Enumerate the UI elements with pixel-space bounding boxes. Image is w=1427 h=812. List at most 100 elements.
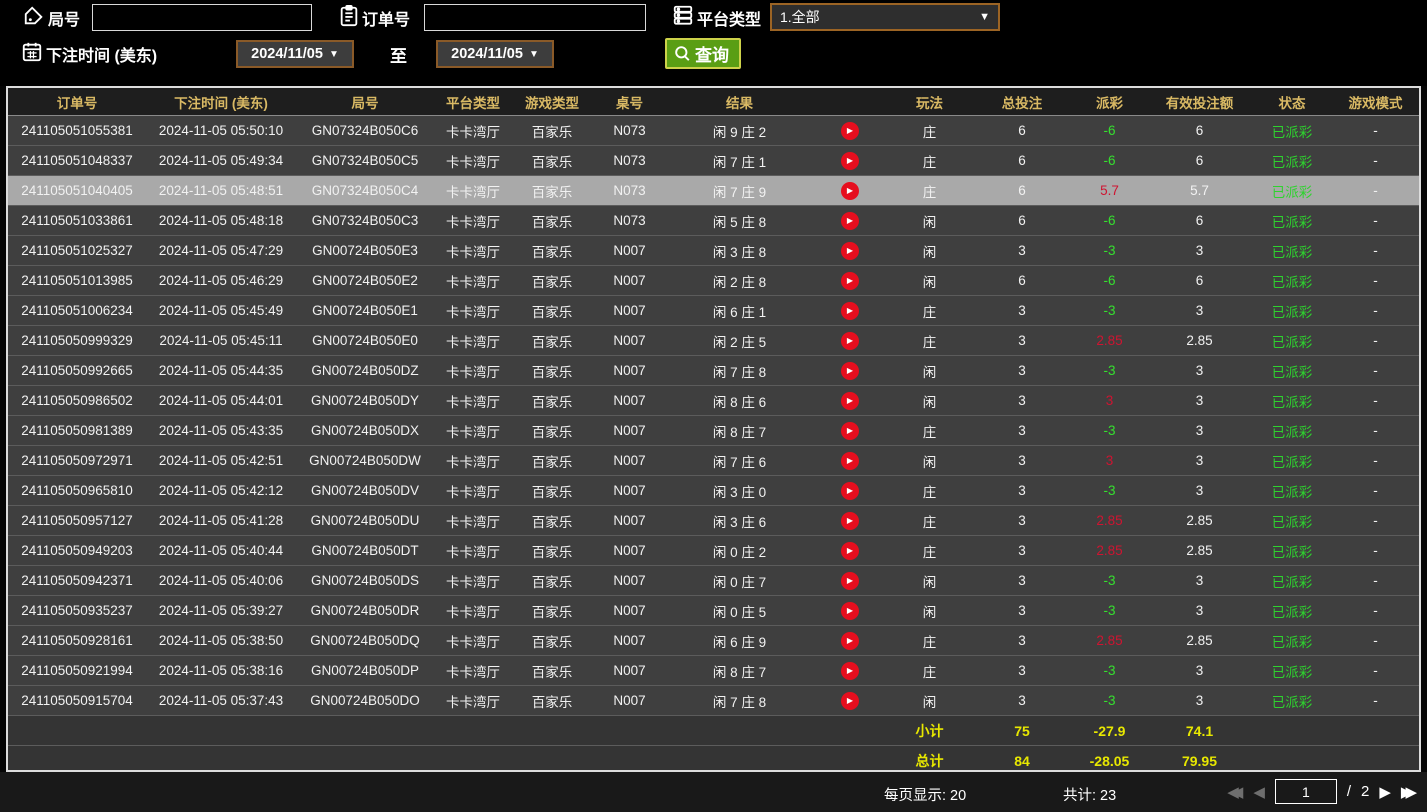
first-page-button[interactable]: ◀◀ bbox=[1227, 783, 1243, 801]
table-row[interactable]: 241105050986502 2024-11-05 05:44:01 GN0072… bbox=[8, 386, 1419, 416]
bet-on-cell: 庄 bbox=[922, 484, 937, 500]
table-row[interactable]: 241105050949203 2024-11-05 05:40:44 GN0072… bbox=[8, 536, 1419, 566]
mode-cell: - bbox=[1373, 543, 1378, 558]
page-number-input[interactable] bbox=[1274, 779, 1337, 804]
time-cell: 2024-11-05 05:40:44 bbox=[158, 543, 284, 558]
replay-video-icon[interactable]: ▶ bbox=[840, 631, 859, 650]
result-cell: 闲 7 庄 8 bbox=[712, 364, 767, 380]
mode-cell: - bbox=[1373, 603, 1378, 618]
round-cell: GN00724B050DQ bbox=[310, 633, 420, 648]
search-button[interactable]: 查询 bbox=[665, 38, 741, 69]
order-cell: 241105050928161 bbox=[21, 633, 133, 648]
status-cell: 已派彩 bbox=[1271, 124, 1313, 140]
table-cell: N007 bbox=[613, 303, 646, 318]
table-row[interactable]: 241105051006234 2024-11-05 05:45:49 GN0072… bbox=[8, 296, 1419, 326]
next-page-button[interactable]: ▶ bbox=[1379, 783, 1391, 801]
payout-cell: -6 bbox=[1103, 273, 1116, 288]
bet-on-cell: 庄 bbox=[922, 544, 937, 560]
replay-video-icon[interactable]: ▶ bbox=[840, 571, 859, 590]
time-cell: 2024-11-05 05:45:11 bbox=[159, 333, 283, 348]
table-row[interactable]: 241105051055381 2024-11-05 05:50:10 GN0732… bbox=[8, 116, 1419, 146]
replay-video-icon[interactable]: ▶ bbox=[840, 241, 859, 260]
replay-video-icon[interactable]: ▶ bbox=[840, 271, 859, 290]
subtotal-label: 小计 bbox=[915, 722, 944, 739]
result-cell: 闲 7 庄 8 bbox=[712, 694, 767, 710]
replay-video-icon[interactable]: ▶ bbox=[840, 511, 859, 530]
status-cell: 已派彩 bbox=[1271, 484, 1313, 500]
table-row[interactable]: 241105051025327 2024-11-05 05:47:29 GN0072… bbox=[8, 236, 1419, 266]
round-cell: GN00724B050DR bbox=[310, 603, 420, 618]
valid-bet-cell: 2.85 bbox=[1186, 513, 1213, 528]
time-cell: 2024-11-05 05:42:12 bbox=[158, 483, 284, 498]
table-row[interactable]: 241105050992665 2024-11-05 05:44:35 GN0072… bbox=[8, 356, 1419, 386]
play-cell: ▶ bbox=[812, 661, 887, 680]
date-from-picker[interactable]: 2024/11/05 ▼ bbox=[236, 40, 354, 68]
result-cell: 闲 0 庄 7 bbox=[712, 574, 767, 590]
replay-video-icon[interactable]: ▶ bbox=[840, 451, 859, 470]
order-cell: 241105050942371 bbox=[21, 573, 133, 588]
table-row[interactable]: 241105051013985 2024-11-05 05:46:29 GN0072… bbox=[8, 266, 1419, 296]
replay-video-icon[interactable]: ▶ bbox=[840, 331, 859, 350]
bet-on-cell: 闲 bbox=[922, 364, 937, 380]
replay-video-icon[interactable]: ▶ bbox=[840, 361, 859, 380]
table-row[interactable]: 241105050965810 2024-11-05 05:42:12 GN0072… bbox=[8, 476, 1419, 506]
table-cell: N073 bbox=[613, 213, 646, 228]
replay-video-icon[interactable]: ▶ bbox=[840, 391, 859, 410]
bet-time-label: 下注时间 (美东) bbox=[46, 48, 158, 65]
replay-video-icon[interactable]: ▶ bbox=[840, 301, 859, 320]
replay-video-icon[interactable]: ▶ bbox=[840, 601, 859, 620]
column-header-5: 桌号 bbox=[616, 95, 643, 111]
payout-cell: 3 bbox=[1105, 393, 1114, 408]
mode-cell: - bbox=[1373, 273, 1378, 288]
replay-video-icon[interactable]: ▶ bbox=[840, 661, 859, 680]
table-row[interactable]: 241105050981389 2024-11-05 05:43:35 GN0072… bbox=[8, 416, 1419, 446]
game-cell: 百家乐 bbox=[531, 184, 573, 200]
replay-video-icon[interactable]: ▶ bbox=[840, 481, 859, 500]
mode-cell: - bbox=[1373, 513, 1378, 528]
platform-type-select[interactable]: 1.全部 ▼ bbox=[770, 3, 1000, 31]
game-cell: 百家乐 bbox=[531, 664, 573, 680]
payout-cell: 2.85 bbox=[1096, 543, 1123, 558]
status-cell: 已派彩 bbox=[1271, 574, 1313, 590]
game-cell: 百家乐 bbox=[531, 544, 573, 560]
prev-page-button[interactable]: ◀ bbox=[1253, 783, 1265, 801]
table-row[interactable]: 241105050915704 2024-11-05 05:37:43 GN0072… bbox=[8, 686, 1419, 716]
table-cell: N007 bbox=[613, 273, 646, 288]
replay-video-icon[interactable]: ▶ bbox=[840, 151, 859, 170]
replay-video-icon[interactable]: ▶ bbox=[840, 541, 859, 560]
replay-video-icon[interactable]: ▶ bbox=[840, 211, 859, 230]
table-row[interactable]: 241105050957127 2024-11-05 05:41:28 GN0072… bbox=[8, 506, 1419, 536]
replay-video-icon[interactable]: ▶ bbox=[840, 181, 859, 200]
play-cell: ▶ bbox=[812, 541, 887, 560]
replay-video-icon[interactable]: ▶ bbox=[840, 691, 859, 710]
order-number-input[interactable] bbox=[424, 4, 646, 31]
search-icon bbox=[675, 46, 690, 61]
table-row[interactable]: 241105051040405 2024-11-05 05:48:51 GN0732… bbox=[8, 176, 1419, 206]
table-row[interactable]: 241105051033861 2024-11-05 05:48:18 GN0732… bbox=[8, 206, 1419, 236]
status-cell: 已派彩 bbox=[1271, 664, 1313, 680]
round-cell: GN07324B050C5 bbox=[311, 153, 419, 168]
game-cell: 百家乐 bbox=[531, 214, 573, 230]
table-row[interactable]: 241105051048337 2024-11-05 05:49:34 GN0732… bbox=[8, 146, 1419, 176]
play-cell: ▶ bbox=[812, 601, 887, 620]
total-bet-cell: 3 bbox=[1018, 303, 1026, 318]
round-cell: GN00724B050DZ bbox=[311, 363, 419, 378]
round-number-input[interactable] bbox=[92, 4, 312, 31]
table-row[interactable]: 241105050942371 2024-11-05 05:40:06 GN0072… bbox=[8, 566, 1419, 596]
payout-cell: -6 bbox=[1103, 213, 1116, 228]
replay-video-icon[interactable]: ▶ bbox=[840, 121, 859, 140]
table-row[interactable]: 241105050999329 2024-11-05 05:45:11 GN0072… bbox=[8, 326, 1419, 356]
replay-video-icon[interactable]: ▶ bbox=[840, 421, 859, 440]
bet-on-cell: 闲 bbox=[922, 694, 937, 710]
status-cell: 已派彩 bbox=[1271, 334, 1313, 350]
table-row[interactable]: 241105050935237 2024-11-05 05:39:27 GN0072… bbox=[8, 596, 1419, 626]
table-row[interactable]: 241105050972971 2024-11-05 05:42:51 GN0072… bbox=[8, 446, 1419, 476]
last-page-button[interactable]: ▶▶ bbox=[1400, 783, 1417, 801]
total-bet-cell: 3 bbox=[1018, 393, 1026, 408]
table-row[interactable]: 241105050928161 2024-11-05 05:38:50 GN0072… bbox=[8, 626, 1419, 656]
table-row[interactable]: 241105050921994 2024-11-05 05:38:16 GN0072… bbox=[8, 656, 1419, 686]
status-cell: 已派彩 bbox=[1271, 274, 1313, 290]
date-to-picker[interactable]: 2024/11/05 ▼ bbox=[436, 40, 554, 68]
time-cell: 2024-11-05 05:48:18 bbox=[158, 213, 284, 228]
